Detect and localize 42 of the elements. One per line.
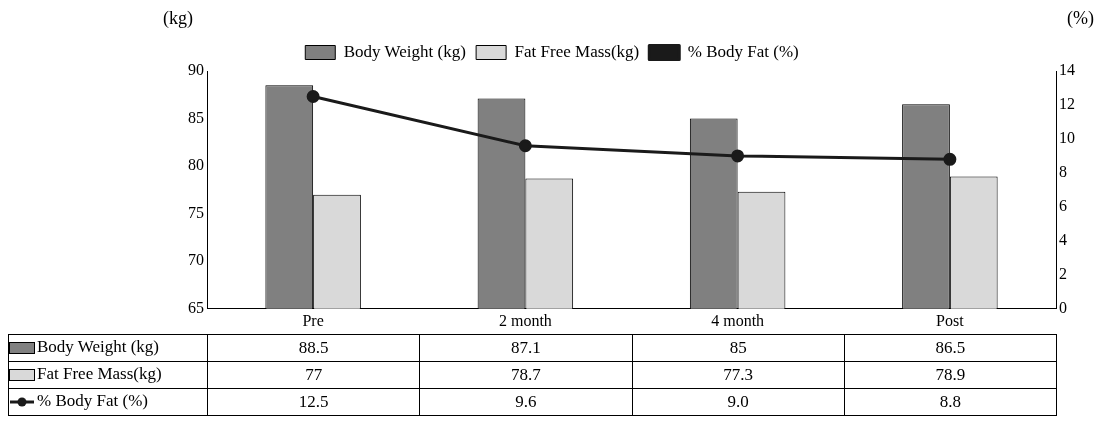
y-tick-label: 80 — [188, 156, 204, 174]
text: Body Weight (kg) — [37, 337, 160, 357]
x-tick-label: Pre — [302, 311, 324, 329]
y2-tick-label: 0 — [1059, 299, 1067, 316]
data-label: 78.7 — [419, 361, 632, 389]
data-label: 78.9 — [844, 361, 1057, 389]
y-tick-label: 90 — [188, 61, 204, 79]
data-label: 77 — [207, 361, 420, 389]
text: Fat Free Mass(kg) — [37, 364, 162, 384]
data-label: 12.5 — [207, 388, 420, 416]
data-label: 9.6 — [419, 388, 632, 416]
x-tick-label: Post — [936, 311, 965, 329]
y2-tick-label: 2 — [1059, 265, 1067, 283]
y2-tick-label: 6 — [1059, 197, 1067, 215]
x-tick-label: 2 month — [498, 311, 552, 329]
y2-tick-label: 10 — [1059, 129, 1075, 147]
data-label: 86.5 — [844, 334, 1057, 362]
point — [731, 149, 745, 163]
legend-label: % Body Fat (%) — [687, 41, 799, 61]
data-label: 77.3 — [632, 361, 845, 389]
legend-label: Body Weight (kg) — [343, 41, 466, 61]
y-axis-title: (kg) — [163, 7, 193, 29]
y2-tick-label: 8 — [1059, 163, 1067, 181]
data-label: 87.1 — [419, 334, 632, 362]
data-label: 9.0 — [632, 388, 845, 416]
x-tick-label: 4 month — [711, 311, 765, 329]
data-label: 88.5 — [207, 334, 420, 362]
y2-tick-label: 4 — [1059, 231, 1067, 249]
point — [518, 139, 532, 153]
y-tick-label: 75 — [188, 203, 204, 221]
legend-label: Fat Free Mass(kg) — [514, 41, 640, 61]
point — [943, 152, 957, 166]
y-tick-label: 85 — [188, 108, 204, 126]
data-label: 85 — [632, 334, 845, 362]
y2-tick-label: 12 — [1059, 95, 1075, 113]
y-tick-label: 70 — [188, 251, 204, 269]
y2-axis-title: (%) — [1067, 7, 1094, 29]
data-label: 8.8 — [844, 388, 1057, 416]
point — [306, 89, 320, 103]
text: % Body Fat (%) — [37, 391, 148, 411]
y-tick-label: 65 — [188, 299, 204, 316]
y2-tick-label: 14 — [1059, 61, 1075, 79]
